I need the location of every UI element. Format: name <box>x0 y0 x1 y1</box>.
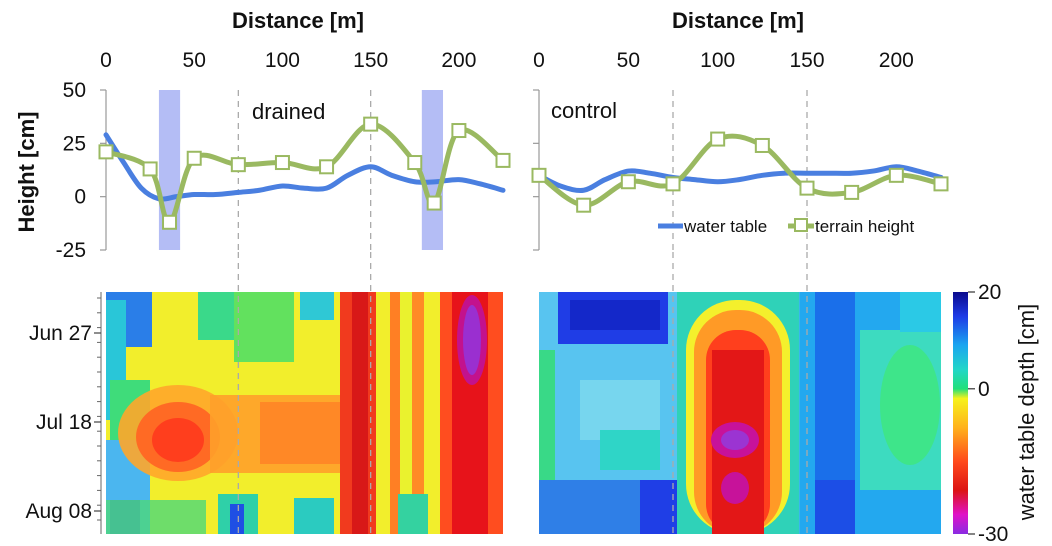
x-axis-title-control: Distance [m] <box>672 8 804 33</box>
y-tick-label: 50 <box>63 79 86 102</box>
terrain-height-line <box>536 133 944 208</box>
terrain-height-marker <box>426 195 442 211</box>
terrain-height-marker <box>799 180 815 196</box>
x-tick-label: 150 <box>789 49 824 72</box>
x-tick-label: 200 <box>879 49 914 72</box>
y-tick-label: -25 <box>56 239 86 262</box>
terrain-height-marker <box>407 155 423 171</box>
x-tick-label: 50 <box>183 49 206 72</box>
terrain-height-marker <box>576 197 592 213</box>
terrain-height-marker <box>162 214 178 230</box>
terrain-height-marker <box>933 176 949 192</box>
terrain-height-marker <box>531 167 547 183</box>
terrain-height-marker <box>665 176 681 192</box>
x-tick-label: 0 <box>100 49 112 72</box>
x-tick-label: 0 <box>533 49 545 72</box>
panel-label-drained: drained <box>252 99 325 124</box>
date-tick-label: Aug 08 <box>25 500 92 523</box>
x-tick-label: 50 <box>617 49 640 72</box>
date-tick-label: Jun 27 <box>29 322 92 345</box>
y-tick-label: 25 <box>63 132 86 155</box>
drained-heatmap: Jun 27 Jul 18 Aug 08 <box>25 252 503 534</box>
y-tick-label: 0 <box>74 186 86 209</box>
y-axis-title: Height [cm] <box>14 112 39 233</box>
legend: water table terrain height <box>658 217 915 236</box>
control-line-chart: Distance [m] 0 50 100 150 200 control water … <box>531 8 949 251</box>
x-tick-label: 200 <box>441 49 476 72</box>
terrain-height-marker <box>710 131 726 147</box>
x-tick-labels-control: 0 50 100 150 200 <box>533 49 914 72</box>
legend-label-terrain: terrain height <box>815 217 915 236</box>
colorbar-tick-label: 0 <box>978 378 990 401</box>
heatmap-cells-control <box>539 292 941 534</box>
series-drained <box>98 116 511 230</box>
legend-label-water-table: water table <box>683 217 767 236</box>
terrain-height-marker <box>274 155 290 171</box>
terrain-height-marker <box>98 144 114 160</box>
terrain-height-marker <box>363 116 379 132</box>
x-tick-label: 100 <box>700 49 735 72</box>
terrain-height-marker <box>495 152 511 168</box>
y-tick-labels: 50 25 0 -25 <box>56 79 86 262</box>
terrain-height-marker <box>451 123 467 139</box>
colorbar-gradient <box>953 292 968 534</box>
terrain-height-marker <box>754 137 770 153</box>
terrain-height-marker <box>319 159 335 175</box>
heatmap-dashed-lines-control <box>672 252 808 534</box>
water-table-line <box>536 164 944 193</box>
colorbar-tick-label: 20 <box>978 281 1001 304</box>
series-control <box>531 131 949 213</box>
terrain-height-marker <box>230 157 246 173</box>
heatmap-dashed-lines-drained <box>237 252 372 534</box>
colorbar-ticks: 20 0 -30 <box>968 281 1008 546</box>
x-axis-title-drained: Distance [m] <box>232 8 364 33</box>
terrain-height-marker <box>142 161 158 177</box>
heatmap-y-ticks: Jun 27 Jul 18 Aug 08 <box>25 292 102 534</box>
x-tick-label: 150 <box>353 49 388 72</box>
terrain-height-marker <box>186 150 202 166</box>
colorbar-tick-label: -30 <box>978 523 1008 546</box>
terrain-height-marker <box>888 167 904 183</box>
date-tick-label: Jul 18 <box>36 411 92 434</box>
terrain-height-marker <box>844 184 860 200</box>
x-tick-labels-drained: 0 50 100 150 200 <box>100 49 476 72</box>
control-heatmap <box>539 252 941 534</box>
legend-marker-terrain <box>794 218 808 232</box>
terrain-height-marker <box>620 174 636 190</box>
x-tick-label: 100 <box>265 49 300 72</box>
colorbar-title: water table depth [cm] <box>1014 304 1039 521</box>
drained-line-chart: Distance [m] 0 50 100 150 200 Height [cm] 50… <box>14 8 511 262</box>
colorbar: 20 0 -30 water table depth [cm] <box>953 281 1039 546</box>
heatmap-cells-drained <box>106 292 503 534</box>
panel-label-control: control <box>551 98 617 123</box>
ditch-band <box>421 90 444 250</box>
